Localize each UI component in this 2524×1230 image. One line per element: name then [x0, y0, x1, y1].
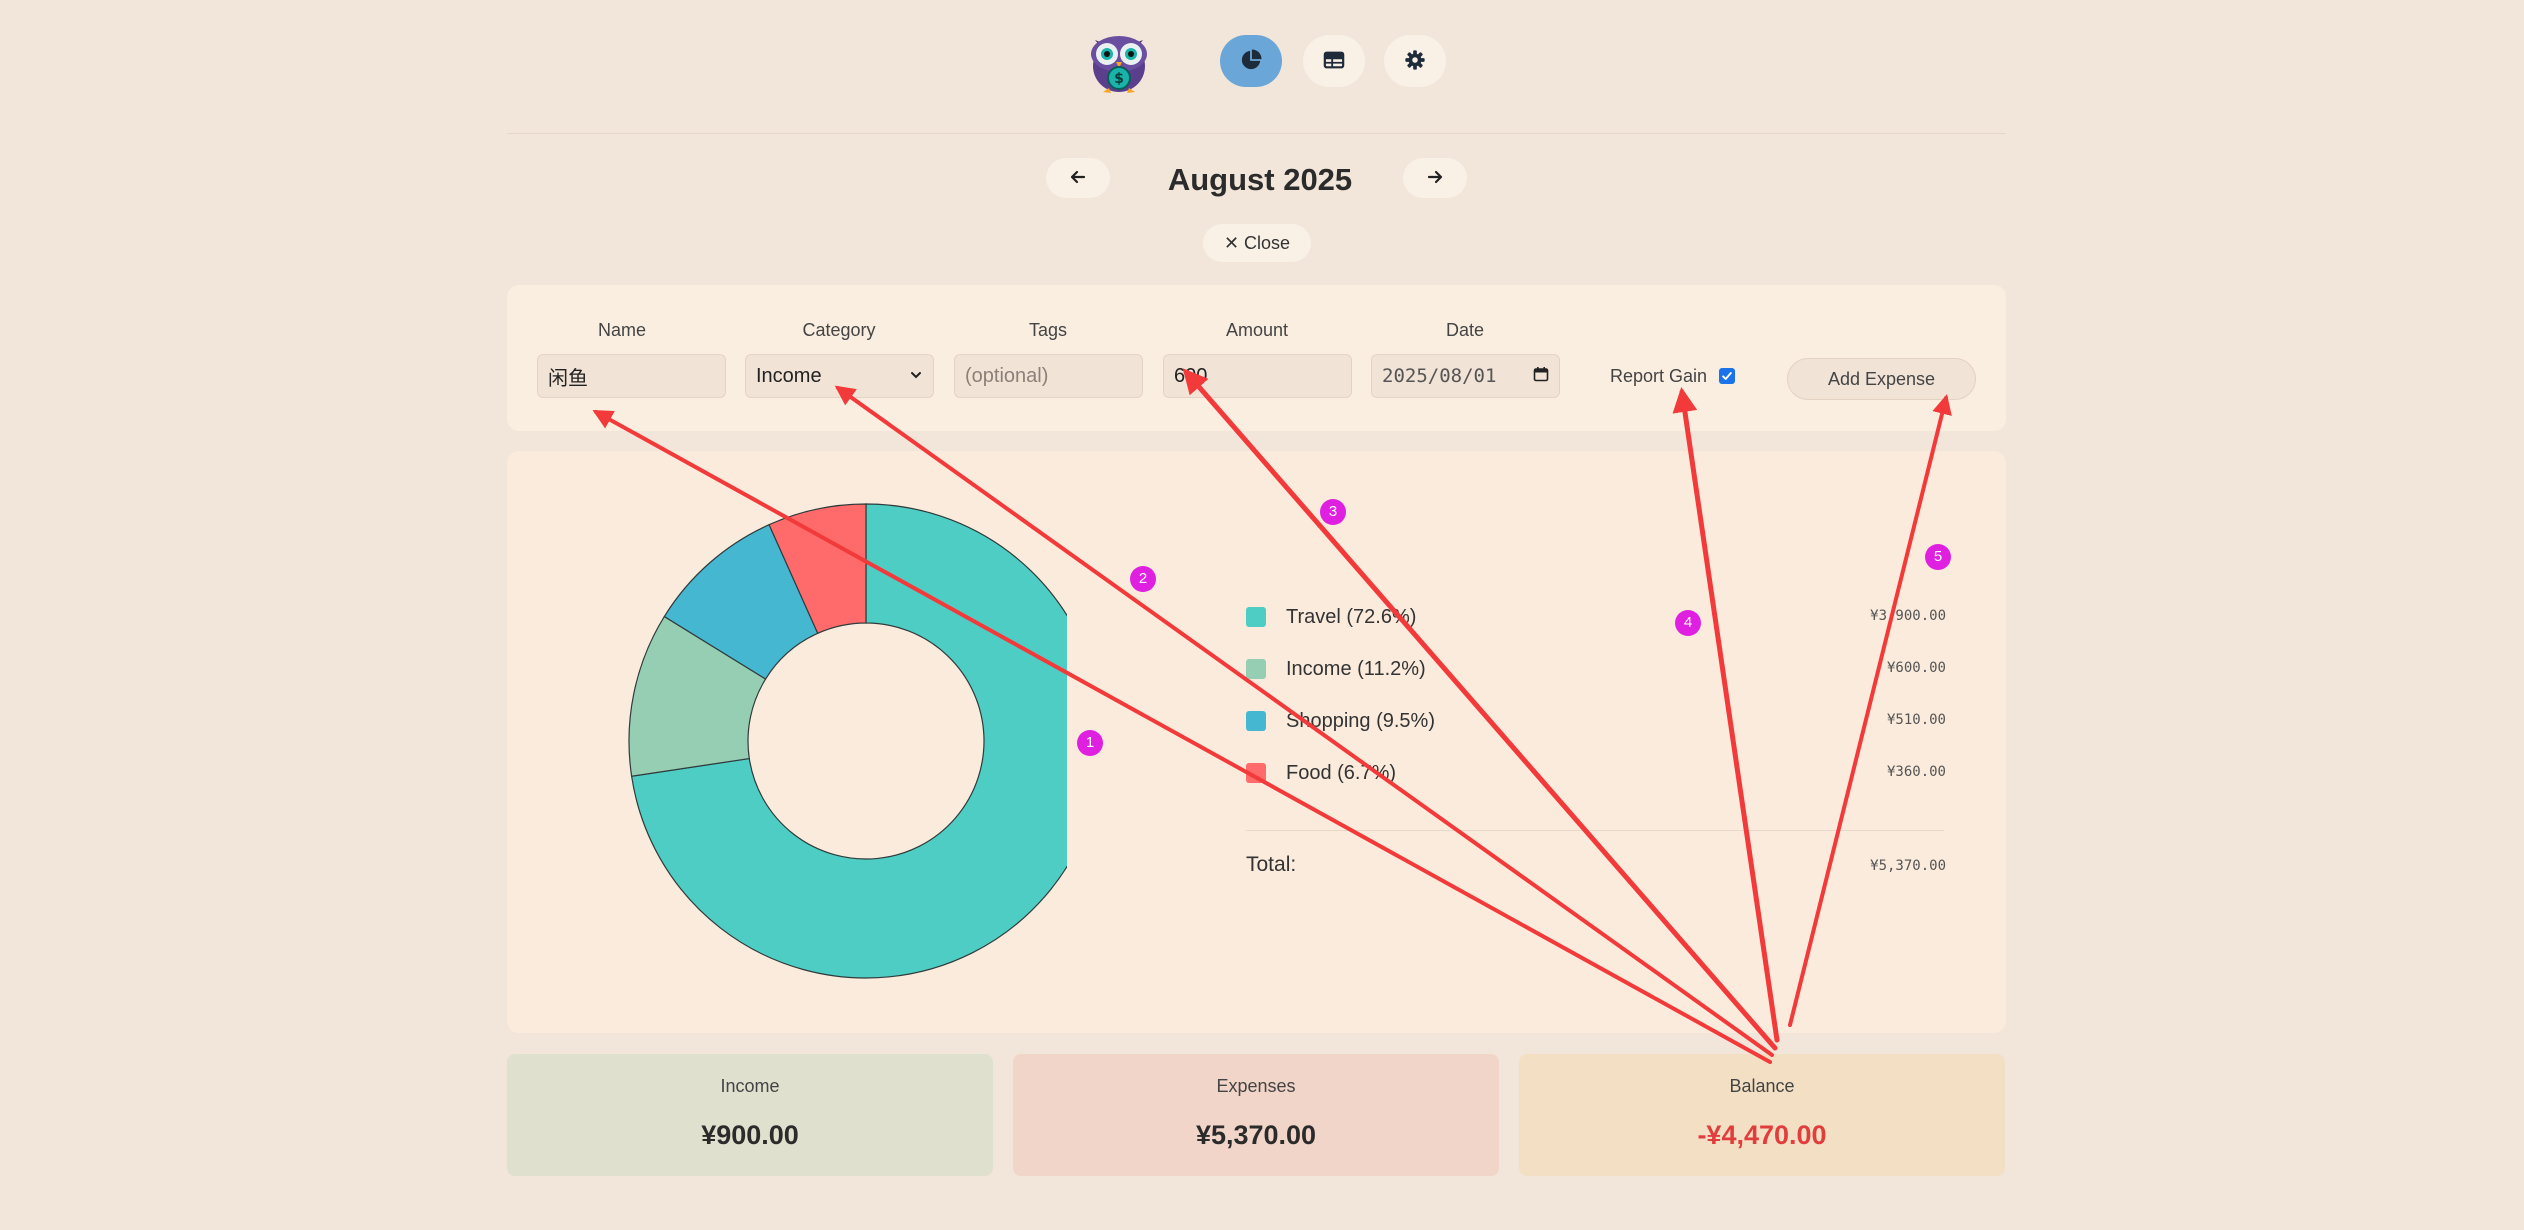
legend-amount: ¥600.00	[1886, 660, 1946, 676]
chevron-down-icon	[909, 365, 923, 388]
amount-value: 600	[1174, 364, 1208, 387]
report-gain-label: Report Gain	[1610, 366, 1708, 386]
legend-item-income[interactable]: Income (11.2%)	[1246, 654, 1426, 684]
table-icon	[1323, 49, 1345, 74]
tags-input[interactable]: (optional)	[954, 354, 1143, 398]
annotation-marker-1: 1	[1077, 730, 1103, 756]
calendar-icon[interactable]	[1533, 365, 1549, 388]
balance-card: Balance -¥4,470.00	[1519, 1054, 2005, 1176]
prev-month-button[interactable]	[1046, 158, 1110, 198]
amount-input[interactable]: 600	[1163, 354, 1352, 398]
balance-value: -¥4,470.00	[1697, 1120, 1827, 1150]
expenses-value: ¥5,370.00	[1195, 1120, 1317, 1150]
pie-chart-icon	[1240, 48, 1262, 74]
legend-label: Shopping (9.5%)	[1286, 709, 1435, 732]
donut-chart	[628, 503, 1067, 979]
legend-amount: ¥3,900.00	[1870, 608, 1946, 624]
expenses-label: Expenses	[1216, 1076, 1296, 1096]
annotation-marker-4: 4	[1675, 610, 1701, 636]
income-card: Income ¥900.00	[507, 1054, 993, 1176]
legend-swatch	[1246, 659, 1266, 679]
expense-form: Name 闲鱼 Category Income Tags (optional) …	[507, 285, 2006, 431]
tags-placeholder: (optional)	[965, 364, 1049, 387]
legend-item-travel[interactable]: Travel (72.6%)	[1246, 602, 1416, 632]
nav-table-button[interactable]	[1303, 35, 1365, 87]
legend-swatch	[1246, 711, 1266, 731]
legend-divider	[1246, 830, 1944, 831]
arrow-left-icon	[1068, 167, 1088, 190]
next-month-button[interactable]	[1403, 158, 1467, 198]
legend-amount: ¥360.00	[1886, 764, 1946, 780]
gear-icon	[1404, 49, 1426, 74]
category-label: Category	[802, 320, 876, 340]
owl-logo: $	[1081, 24, 1157, 96]
annotation-marker-5: 5	[1925, 544, 1951, 570]
date-input[interactable]: 2025/08/01	[1371, 354, 1560, 398]
date-label: Date	[1445, 320, 1485, 340]
category-select[interactable]: Income	[745, 354, 934, 398]
total-label: Total:	[1246, 853, 1297, 876]
total-amount: ¥5,370.00	[1870, 858, 1946, 874]
legend-swatch	[1246, 607, 1266, 627]
income-label: Income	[720, 1076, 780, 1096]
legend-item-shopping[interactable]: Shopping (9.5%)	[1246, 706, 1435, 736]
legend-swatch	[1246, 763, 1266, 783]
add-expense-button[interactable]: Add Expense	[1787, 358, 1976, 400]
svg-text:$: $	[1114, 71, 1124, 87]
date-value: 2025/08/01	[1382, 365, 1497, 387]
category-value: Income	[756, 364, 822, 387]
nav-settings-button[interactable]	[1384, 35, 1446, 87]
chart-card: Travel (72.6%) ¥3,900.00 Income (11.2%) ¥60…	[507, 451, 2006, 1033]
legend-amount: ¥510.00	[1886, 712, 1946, 728]
annotation-marker-2: 2	[1130, 566, 1156, 592]
header-divider	[507, 133, 2006, 134]
legend-label: Travel (72.6%)	[1286, 605, 1417, 628]
legend-label: Income (11.2%)	[1286, 657, 1426, 680]
arrow-right-icon	[1425, 167, 1445, 190]
legend-item-food[interactable]: Food (6.7%)	[1246, 758, 1396, 788]
legend-label: Food (6.7%)	[1286, 761, 1397, 784]
tags-label: Tags	[1028, 320, 1068, 340]
annotation-marker-3: 3	[1320, 499, 1346, 525]
nav-chart-button[interactable]	[1220, 35, 1282, 87]
name-value: 闲鱼	[548, 367, 588, 390]
report-gain-checkbox[interactable]	[1719, 368, 1735, 384]
amount-label: Amount	[1225, 320, 1289, 340]
balance-label: Balance	[1729, 1076, 1795, 1096]
income-value: ¥900.00	[701, 1120, 799, 1150]
month-title: August 2025	[1167, 162, 1353, 197]
name-input[interactable]: 闲鱼	[537, 354, 726, 398]
name-label: Name	[597, 320, 646, 340]
expenses-card: Expenses ¥5,370.00	[1013, 1054, 1499, 1176]
close-button[interactable]: ✕ Close	[1203, 224, 1311, 262]
